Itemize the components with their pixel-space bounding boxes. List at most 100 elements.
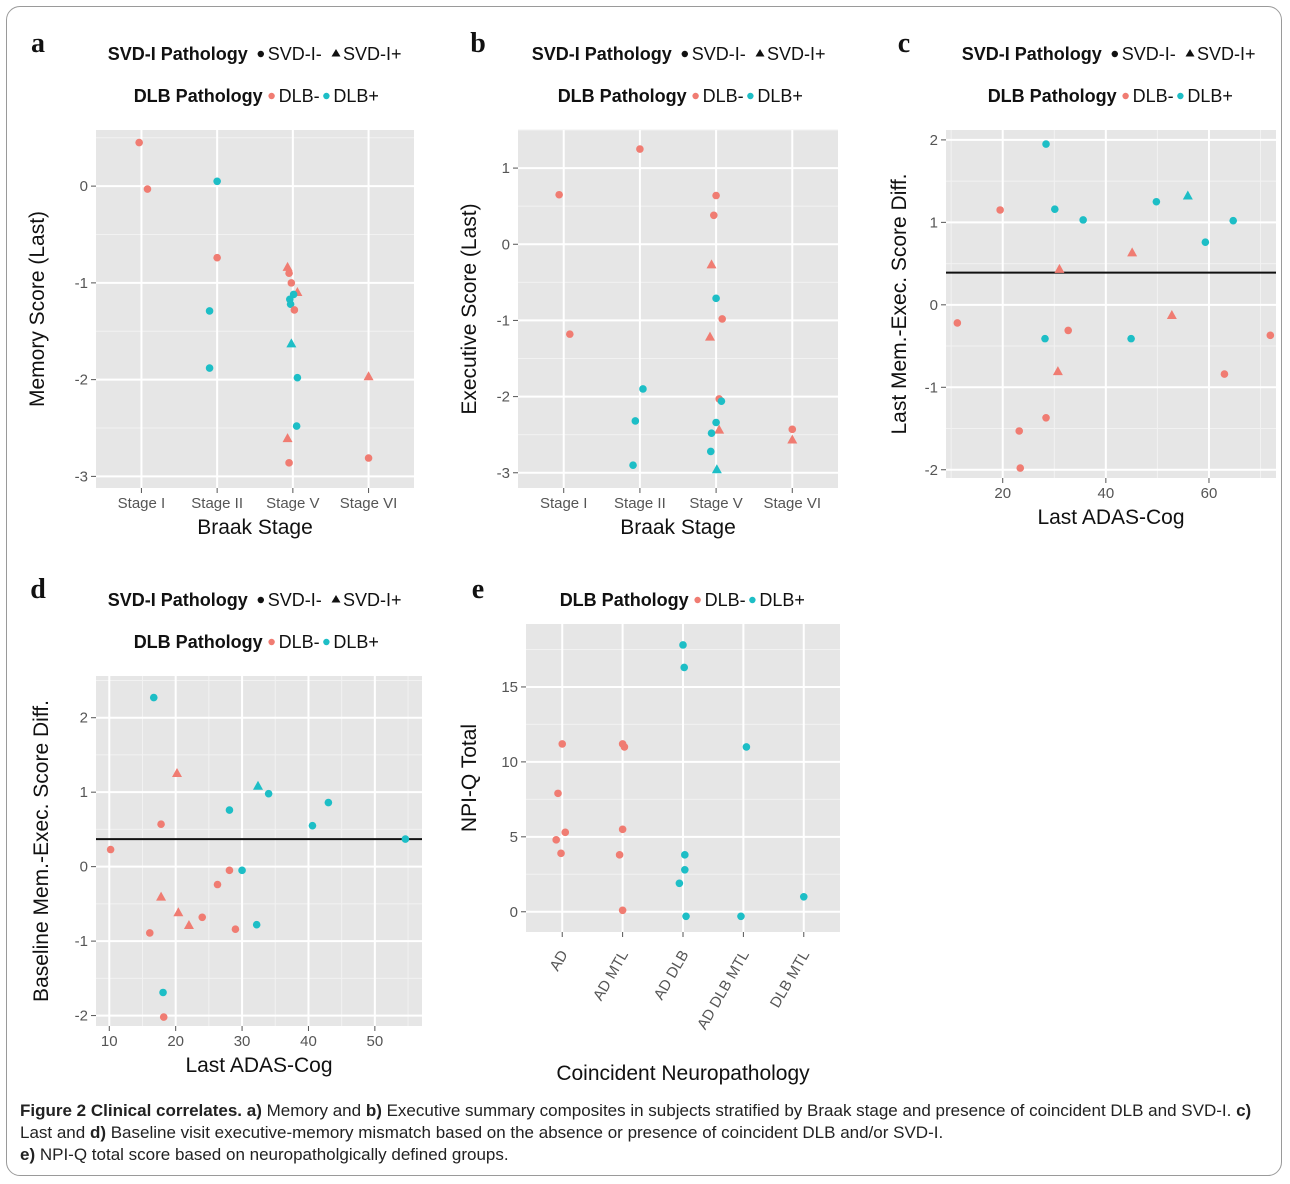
legend-label: SVD-I+: [343, 44, 402, 64]
data-point: [264, 789, 273, 798]
legend-label: DLB+: [333, 86, 379, 106]
legend-title: SVD-I Pathology: [108, 44, 248, 64]
data-point: [205, 364, 214, 372]
caption-c-label: c): [1236, 1101, 1252, 1120]
tick-label-y: -2: [497, 389, 510, 406]
tick-label-y: 1: [80, 784, 88, 801]
tick-label-y: 0: [510, 904, 518, 921]
data-point: [231, 925, 240, 933]
tick-label-x: 20: [167, 1033, 184, 1050]
data-point: [710, 211, 718, 220]
legend-label: SVD-I-: [268, 44, 322, 64]
data-point: [629, 461, 637, 469]
data-point: [225, 866, 234, 875]
tick-label-y: -3: [75, 468, 88, 485]
data-point: [1201, 238, 1210, 246]
tick-label-y: -2: [75, 372, 88, 389]
data-point-triangle: [705, 331, 715, 341]
data-point: [680, 663, 689, 672]
tick-label-y: 1: [502, 160, 510, 177]
data-point: [213, 177, 221, 186]
tick-label-y: 1: [930, 214, 938, 231]
data-point-triangle: [286, 338, 297, 348]
legend-label: DLB+: [759, 590, 805, 610]
panel-e: e AD AD MTL AD DLB AD DLB MTL DLB MTL 15 10 5 0 Co…: [458, 574, 840, 1085]
x-axis-label: Last ADAS-Cog: [185, 1054, 332, 1077]
data-point: [737, 912, 745, 921]
legend-key-pos: [323, 638, 330, 646]
tick-label-x: Stage V: [689, 495, 742, 512]
data-point: [554, 789, 562, 798]
data-point: [292, 422, 301, 430]
data-point-triangle: [173, 907, 184, 917]
plot-background: [96, 130, 414, 488]
legend-key-neg: [681, 50, 688, 58]
legend-label: DLB-: [703, 86, 744, 106]
caption-text-3: Last and: [20, 1123, 90, 1142]
legend-key-neg: [257, 50, 264, 58]
data-point: [712, 294, 720, 303]
data-point-triangle: [253, 780, 264, 790]
data-point: [1015, 427, 1024, 435]
data-point-triangle: [1166, 310, 1177, 320]
data-point: [159, 988, 167, 997]
plot-background: [96, 676, 422, 1026]
tick-label-y: 5: [510, 829, 518, 846]
tick-label-y: 2: [80, 710, 88, 727]
panel-label: a: [31, 28, 45, 59]
data-point: [718, 315, 726, 323]
legend-label: SVD-I-: [268, 590, 322, 610]
data-point: [788, 425, 797, 434]
data-point: [552, 836, 560, 844]
legend-label: SVD-I+: [1197, 44, 1256, 64]
legend-label: DLB+: [333, 632, 379, 652]
data-point: [1152, 197, 1161, 206]
tick-label-x: Stage II: [614, 495, 666, 512]
data-point: [106, 845, 115, 854]
tick-label-x: Stage II: [191, 495, 243, 512]
data-point: [953, 319, 962, 327]
data-point-triangle: [172, 768, 183, 778]
data-point: [557, 849, 565, 858]
caption-text-5: NPI-Q total score based on neuropatholgi…: [35, 1145, 509, 1164]
tick-label-x: AD MTL: [590, 948, 632, 1004]
tick-label-x: 40: [300, 1033, 317, 1050]
y-axis-label: NPI-Q Total: [458, 724, 481, 832]
data-point: [712, 418, 720, 427]
data-point: [1041, 334, 1049, 343]
tick-label-x: Stage I: [118, 495, 166, 512]
legend-title: SVD-I Pathology: [962, 44, 1102, 64]
data-point-triangle: [706, 259, 717, 269]
legend-svd-a: SVD-I Pathology SVD-I- SVD-I+: [108, 44, 402, 64]
data-point: [1042, 414, 1050, 422]
legend-key-pos: [1177, 92, 1184, 100]
data-point: [324, 798, 333, 807]
legend-key-neg: [257, 596, 264, 604]
data-point-triangle: [282, 433, 293, 443]
y-axis-label: Memory Score (Last): [26, 211, 49, 407]
caption-a-label: a): [246, 1101, 262, 1120]
data-point: [615, 851, 624, 859]
data-point: [1079, 216, 1087, 224]
panel-label: e: [472, 574, 484, 605]
tick-label-y: -3: [497, 465, 510, 482]
tick-label-y: -1: [925, 379, 938, 396]
data-point: [742, 743, 751, 751]
panel-a: a Stage I Stage II Stage V Stage VI 0 -1 -2 -3 Br…: [26, 28, 414, 539]
panel-label: b: [470, 28, 486, 59]
legend-key-neg: [268, 92, 275, 100]
data-point: [1050, 205, 1059, 213]
data-point-triangle: [156, 891, 167, 901]
data-point-triangle: [1052, 366, 1063, 376]
legend-label: DLB-: [279, 86, 320, 106]
tick-label-x: DLB MTL: [767, 948, 813, 1011]
caption-text-4: Baseline visit executive-memory mismatch…: [106, 1123, 944, 1142]
legend-label: DLB+: [1187, 86, 1233, 106]
legend-dlb-b: DLB Pathology DLB- DLB+: [558, 86, 803, 106]
data-point: [293, 373, 302, 382]
legend-label: DLB-: [279, 632, 320, 652]
tick-label-y: -1: [75, 275, 88, 292]
tick-label-x: 40: [1098, 485, 1115, 502]
data-point: [225, 806, 234, 814]
